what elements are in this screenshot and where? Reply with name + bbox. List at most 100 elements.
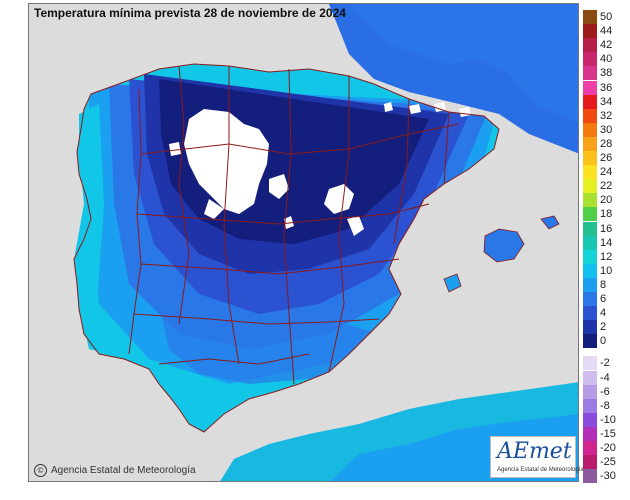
legend-row: 2 bbox=[583, 320, 628, 335]
legend-row: -6 bbox=[583, 384, 628, 399]
copyright-icon: © bbox=[34, 464, 47, 477]
legend-label: 20 bbox=[600, 194, 613, 207]
legend-label: 10 bbox=[600, 264, 613, 277]
logo-wordmark: AEmet bbox=[497, 439, 572, 464]
map-panel bbox=[28, 3, 579, 482]
legend-label: 24 bbox=[600, 166, 613, 179]
legend-label: 14 bbox=[600, 236, 613, 249]
credit-text: Agencia Estatal de Meteorología bbox=[51, 465, 196, 476]
legend-label: 44 bbox=[600, 25, 613, 38]
legend-swatch bbox=[583, 151, 597, 165]
legend-row: 30 bbox=[583, 122, 628, 137]
legend-row: 24 bbox=[583, 165, 628, 180]
legend-label: 30 bbox=[600, 123, 613, 136]
legend-label: 36 bbox=[600, 81, 613, 94]
legend-label: 0 bbox=[600, 335, 607, 348]
legend-swatch bbox=[583, 24, 597, 39]
legend-swatch bbox=[583, 38, 597, 53]
legend-label: 8 bbox=[600, 278, 607, 291]
map-title: Temperatura mínima prevista 28 de noviem… bbox=[34, 6, 346, 20]
legend-swatch bbox=[583, 398, 597, 413]
legend-swatch bbox=[583, 193, 597, 208]
legend-swatch bbox=[583, 412, 597, 427]
legend-swatch bbox=[583, 263, 597, 278]
legend-row: 8 bbox=[583, 277, 628, 292]
legend-label: 16 bbox=[600, 222, 613, 235]
legend-label: 2 bbox=[600, 321, 607, 334]
legend-label: -20 bbox=[600, 442, 616, 454]
legend-row: 32 bbox=[583, 108, 628, 123]
legend-swatch bbox=[583, 122, 597, 137]
legend-row: -4 bbox=[583, 370, 628, 385]
legend-label: -30 bbox=[600, 470, 616, 483]
legend-row: -8 bbox=[583, 398, 628, 413]
color-legend: 50 44 42 40 38 36 34 32 30 28 26 24 22 20 18 16 14 12 10 8 6… bbox=[583, 10, 628, 485]
legend-row: 38 bbox=[583, 66, 628, 81]
legend-label: 26 bbox=[600, 152, 613, 164]
legend-row: -2 bbox=[583, 356, 628, 371]
ibiza-island bbox=[444, 274, 461, 292]
legend-row: 28 bbox=[583, 136, 628, 151]
legend-swatch bbox=[583, 292, 597, 306]
legend-label: -15 bbox=[600, 427, 616, 440]
legend-swatch bbox=[583, 52, 597, 67]
legend-row: 34 bbox=[583, 94, 628, 109]
legend-label: 34 bbox=[600, 95, 613, 108]
legend-swatch bbox=[583, 370, 597, 385]
admin-borders bbox=[73, 63, 500, 433]
portugal-coast bbox=[75, 104, 109, 354]
mallorca-island bbox=[484, 229, 524, 262]
menorca-island bbox=[541, 216, 559, 229]
legend-row: 12 bbox=[583, 249, 628, 264]
legend-swatch bbox=[583, 221, 597, 236]
legend-swatch bbox=[583, 10, 597, 24]
legend-swatch bbox=[583, 455, 597, 470]
legend-swatch bbox=[583, 108, 597, 123]
legend-row: 22 bbox=[583, 179, 628, 194]
legend-swatch bbox=[583, 179, 597, 194]
legend-row: 40 bbox=[583, 52, 628, 67]
legend-swatch bbox=[583, 441, 597, 455]
legend-row: 6 bbox=[583, 292, 628, 306]
legend-swatch bbox=[583, 334, 597, 349]
legend-row: 20 bbox=[583, 193, 628, 208]
legend-swatch bbox=[583, 277, 597, 292]
legend-row: 4 bbox=[583, 306, 628, 321]
legend-row: 44 bbox=[583, 24, 628, 39]
france-land-light bbox=[349, 4, 578, 124]
legend-label: 4 bbox=[600, 307, 607, 320]
logo-subtitle: Agencia Estatal de Meteorología bbox=[497, 467, 584, 473]
legend-label: 6 bbox=[600, 293, 607, 305]
legend-row: 50 bbox=[583, 10, 628, 24]
legend-label: 40 bbox=[600, 53, 613, 66]
legend-label: -25 bbox=[600, 456, 616, 469]
legend-row: 0 bbox=[583, 334, 628, 349]
legend-row: -25 bbox=[583, 455, 628, 470]
legend-row: -30 bbox=[583, 469, 628, 484]
legend-label: 22 bbox=[600, 180, 613, 193]
legend-swatch bbox=[583, 165, 597, 180]
legend-swatch bbox=[583, 207, 597, 222]
footer-credit: © Agencia Estatal de Meteorología bbox=[34, 464, 196, 477]
legend-label: 38 bbox=[600, 67, 613, 80]
legend-swatch bbox=[583, 320, 597, 335]
legend-swatch bbox=[583, 426, 597, 441]
legend-swatch bbox=[583, 249, 597, 264]
legend-row: 10 bbox=[583, 263, 628, 278]
legend-swatch bbox=[583, 306, 597, 321]
legend-label: 12 bbox=[600, 250, 613, 263]
below-zero-areas bbox=[169, 102, 471, 236]
legend-swatch bbox=[583, 80, 597, 95]
legend-row: -10 bbox=[583, 412, 628, 427]
legend-swatch bbox=[583, 66, 597, 81]
legend-label: 42 bbox=[600, 39, 613, 52]
legend-label: 18 bbox=[600, 208, 613, 221]
legend-swatch bbox=[583, 235, 597, 250]
legend-label: -4 bbox=[600, 371, 610, 384]
legend-label: -6 bbox=[600, 385, 610, 398]
temperature-map bbox=[29, 4, 578, 481]
legend-row: 16 bbox=[583, 221, 628, 236]
legend-row: -15 bbox=[583, 426, 628, 441]
legend-row: 42 bbox=[583, 38, 628, 53]
coast-lines bbox=[443, 215, 560, 293]
